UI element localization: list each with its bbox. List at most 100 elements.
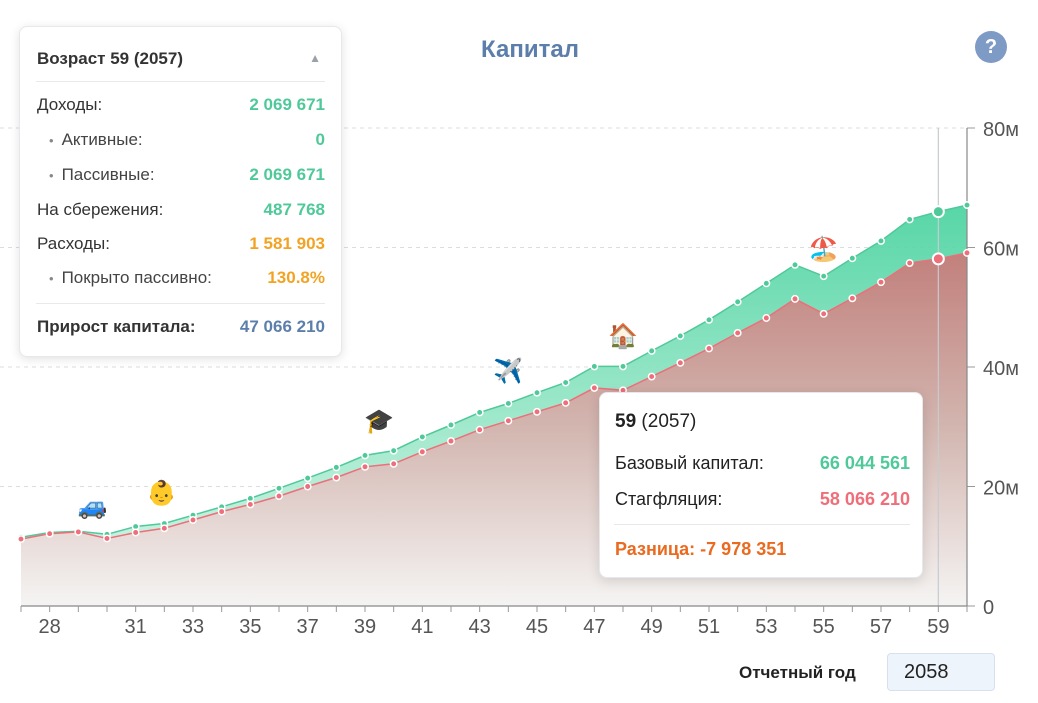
tooltip-stag-value: 58 066 210	[819, 489, 910, 509]
stagflation-point	[590, 383, 599, 392]
axes: 0 20м 40м 60м 80м 28 31 33 35 37 39 41 43 45 47 49 51 53 5…	[20, 119, 1019, 638]
divider	[36, 303, 325, 304]
car-icon[interactable]: 🚙	[77, 493, 108, 521]
stagflation-point	[676, 358, 685, 367]
data-points	[17, 201, 971, 544]
base-capital-point	[332, 463, 341, 472]
summary-row: Расходы: 1 581 903	[37, 234, 325, 256]
x-tick-label: 49	[641, 616, 663, 638]
summary-row-label: Активные:	[49, 130, 143, 150]
stagflation-point	[819, 309, 828, 318]
help-button[interactable]: ?	[975, 31, 1007, 63]
summary-row-value: 487 768	[263, 200, 325, 219]
summary-row: Покрыто пассивно: 130.8%	[37, 268, 325, 290]
stagflation-point	[160, 524, 169, 533]
stagflation-point	[17, 535, 25, 544]
x-tick-label: 45	[526, 616, 548, 638]
stagflation-point	[791, 294, 799, 303]
base-capital-point	[361, 451, 369, 460]
graduation-cap-icon[interactable]: 🎓	[364, 407, 395, 435]
stagflation-point	[475, 425, 484, 434]
y-tick-label: 60м	[983, 239, 1019, 261]
tooltip-stag-label: Стагфляция:	[615, 489, 723, 509]
tooltip-base-value: 66 044 561	[819, 453, 910, 473]
summary-row-label: Покрыто пассивно:	[49, 268, 212, 288]
x-tick-label: 37	[297, 616, 319, 638]
summary-row: Доходы: 2 069 671	[37, 95, 325, 117]
x-tick-label: 28	[39, 616, 61, 638]
stagflation-point	[332, 473, 341, 482]
tooltip-diff: Разница: -7 978 351	[615, 539, 787, 559]
y-tick-label: 40м	[983, 358, 1019, 380]
stagflation-point	[131, 528, 140, 537]
summary-row: Активные: 0	[37, 130, 325, 152]
x-tick-label: 47	[583, 616, 605, 638]
x-tick-label: 53	[755, 616, 777, 638]
base-capital-point	[475, 408, 484, 417]
base-capital-point	[905, 215, 914, 224]
x-tick-label: 35	[239, 616, 261, 638]
stagflation-point	[963, 248, 971, 257]
x-tick-label: 39	[354, 616, 376, 638]
x-tick-label: 33	[182, 616, 204, 638]
stagflation-point	[647, 372, 656, 381]
base-capital-point	[676, 331, 685, 340]
base-capital-point	[418, 432, 427, 441]
base-capital-point	[590, 362, 599, 371]
base-capital-point	[733, 297, 742, 306]
base-capital-line	[20, 204, 968, 539]
summary-row: Пассивные: 2 069 671	[37, 165, 325, 187]
stagflation-point	[705, 344, 713, 353]
base-capital-point	[791, 260, 799, 269]
summary-row: На сбережения: 487 768	[37, 200, 325, 222]
summary-row-label: На сбережения:	[37, 200, 164, 219]
stagflation-point	[931, 252, 945, 266]
stagflation-point	[418, 447, 427, 456]
base-capital-point	[504, 399, 513, 408]
stagflation-point	[303, 482, 312, 491]
base-capital-point	[848, 254, 857, 263]
base-capital-point	[303, 474, 312, 483]
chart-tooltip: 59 (2057) Базовый капитал: 66 044 561 Ст…	[599, 392, 923, 578]
airplane-icon[interactable]: ✈️	[493, 357, 524, 385]
x-tick-label: 57	[870, 616, 892, 638]
stagflation-point	[275, 492, 283, 501]
beach-icon[interactable]: 🏖️	[808, 236, 839, 264]
stagflation-point	[905, 259, 914, 267]
report-year-label: Отчетный год	[739, 663, 856, 682]
stagflation-point	[217, 507, 226, 516]
summary-total-value: 47 066 210	[239, 317, 325, 336]
stagflation-point	[877, 278, 885, 287]
x-tick-label: 31	[125, 616, 147, 638]
summary-row-label: Доходы:	[37, 95, 103, 114]
baby-icon[interactable]: 👶	[146, 479, 177, 507]
base-capital-point	[647, 346, 656, 355]
report-year-input[interactable]	[887, 653, 995, 691]
stagflation-point	[561, 398, 570, 407]
stagflation-point	[762, 314, 771, 322]
stagflation-point	[45, 529, 54, 538]
summary-row-label: Пассивные:	[49, 165, 155, 185]
collapse-icon[interactable]: ▲	[309, 51, 321, 65]
stagflation-point	[733, 328, 742, 337]
stagflation-point	[504, 416, 513, 425]
stagflation-point	[246, 500, 255, 509]
summary-panel: Возраст 59 (2057) ▲ Доходы: 2 069 671 Акти…	[19, 26, 342, 357]
tooltip-header: 59 (2057)	[615, 411, 696, 433]
house-icon[interactable]: 🏠	[608, 323, 638, 351]
summary-row-value: 2 069 671	[249, 165, 325, 184]
stagflation-point	[74, 527, 83, 536]
base-capital-point	[931, 205, 945, 219]
stagflation-point	[389, 459, 398, 468]
x-tick-label: 43	[469, 616, 491, 638]
summary-row-value: 1 581 903	[249, 234, 325, 253]
base-capital-point	[877, 236, 885, 245]
base-capital-point	[447, 421, 455, 429]
base-capital-point	[275, 484, 283, 493]
stagflation-point	[189, 516, 197, 524]
summary-row-value: 2 069 671	[249, 95, 325, 114]
y-tick-label: 0	[983, 597, 994, 619]
x-tick-label: 41	[411, 616, 433, 638]
stagflation-point	[848, 294, 857, 303]
base-capital-point	[705, 315, 713, 324]
